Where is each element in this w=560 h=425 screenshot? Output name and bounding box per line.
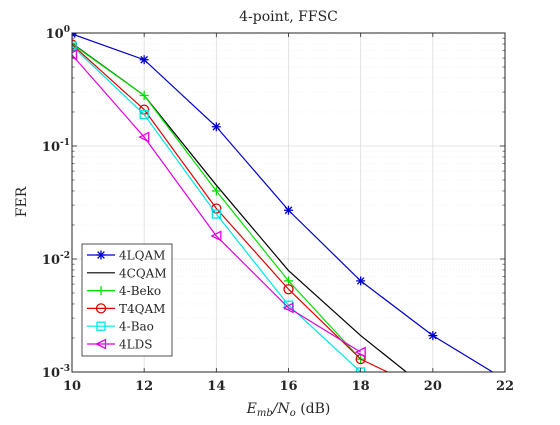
y-tick-label-base: 10 bbox=[42, 366, 60, 381]
legend-item-4CQAM: 4CQAM bbox=[87, 266, 167, 280]
data-point bbox=[284, 276, 293, 286]
legend-item-4LQAM: 4LQAM bbox=[87, 249, 165, 263]
legend-label: 4CQAM bbox=[119, 266, 167, 280]
y-tick-label: 10-2 bbox=[42, 251, 70, 268]
data-point bbox=[283, 284, 294, 295]
x-tick-label: 16 bbox=[279, 379, 297, 394]
legend-label: 4LDS bbox=[119, 338, 152, 352]
series-line bbox=[72, 44, 389, 372]
data-point bbox=[139, 90, 149, 100]
x-axis-label-e: E bbox=[246, 401, 257, 417]
y-tick-label-base: 10 bbox=[46, 27, 64, 42]
x-axis-label: Emb/No (dB) bbox=[246, 401, 331, 419]
data-point bbox=[356, 276, 366, 286]
legend-marker bbox=[95, 338, 107, 350]
x-tick-label: 22 bbox=[496, 379, 514, 394]
y-axis-label: FER bbox=[14, 186, 30, 217]
data-point bbox=[284, 205, 293, 215]
legend: 4LQAM 4CQAM 4-Beko T4QAM 4-Bao 4LDS bbox=[81, 243, 173, 357]
legend-label: 4-Beko bbox=[119, 284, 161, 298]
data-point bbox=[282, 302, 294, 314]
data-point-stroke bbox=[356, 277, 365, 285]
legend-marker bbox=[96, 321, 106, 331]
data-point bbox=[72, 39, 77, 49]
legend-label: 4LQAM bbox=[119, 249, 165, 263]
data-point-stroke bbox=[72, 33, 76, 38]
data-point bbox=[428, 331, 438, 341]
legend-marker bbox=[96, 286, 106, 296]
x-tick-label: 14 bbox=[207, 379, 225, 394]
y-tick-label-base: 10 bbox=[42, 140, 60, 155]
legend-marker bbox=[96, 250, 106, 260]
legend-box bbox=[81, 243, 173, 357]
data-point bbox=[138, 131, 150, 143]
data-point-stroke bbox=[140, 55, 149, 64]
data-point bbox=[211, 209, 221, 219]
x-tick-label: 20 bbox=[424, 379, 442, 394]
y-tick-label: 10-1 bbox=[42, 138, 70, 155]
data-point bbox=[72, 41, 77, 51]
x-tick-label: 18 bbox=[352, 379, 370, 394]
data-point bbox=[211, 186, 221, 196]
data-point bbox=[210, 230, 222, 242]
x-axis-label-unit: (dB) bbox=[296, 401, 331, 417]
y-tick-label: 100 bbox=[46, 25, 70, 42]
data-point bbox=[139, 109, 149, 120]
legend-item-4-Beko: 4-Beko bbox=[87, 284, 161, 298]
y-tick-label-exponent: 0 bbox=[64, 25, 70, 35]
y-tick-label-exponent: -3 bbox=[60, 364, 70, 374]
chart-title: 4-point, FFSC bbox=[239, 9, 338, 25]
series-layer bbox=[72, 33, 494, 372]
legend-marker-stroke bbox=[97, 251, 105, 259]
legend-entries: 4LQAM 4CQAM 4-Beko T4QAM 4-Bao 4LDS bbox=[87, 249, 167, 352]
data-point bbox=[72, 33, 77, 39]
data-point-stroke bbox=[212, 122, 221, 131]
data-point-stroke bbox=[284, 206, 293, 215]
data-point bbox=[139, 55, 149, 65]
x-axis-label-mb: mb bbox=[257, 408, 273, 419]
legend-label: 4-Bao bbox=[119, 320, 154, 334]
data-point-stroke bbox=[428, 331, 437, 340]
y-tick-label-exponent: -1 bbox=[60, 138, 70, 148]
y-tick-label-base: 10 bbox=[42, 253, 60, 268]
legend-label: T4QAM bbox=[119, 302, 165, 316]
series-4-Beko bbox=[72, 39, 366, 364]
legend-item-4LDS: 4LDS bbox=[87, 338, 152, 352]
legend-marker bbox=[95, 303, 107, 314]
x-axis-label-n: /N bbox=[271, 401, 291, 417]
x-axis-label-o: o bbox=[290, 408, 296, 419]
legend-item-4-Bao: 4-Bao bbox=[87, 320, 154, 334]
series-4LDS bbox=[72, 49, 366, 358]
data-point bbox=[72, 49, 78, 61]
data-point bbox=[354, 346, 366, 358]
y-tick-label: 10-3 bbox=[42, 364, 70, 381]
x-tick-label: 10 bbox=[63, 379, 81, 394]
series-line bbox=[72, 45, 362, 372]
data-point bbox=[211, 122, 221, 132]
y-tick-label-exponent: -2 bbox=[60, 251, 70, 261]
series-line bbox=[72, 54, 361, 353]
x-tick-label: 12 bbox=[135, 379, 153, 394]
legend-item-T4QAM: T4QAM bbox=[87, 302, 165, 316]
series-4LQAM bbox=[72, 33, 494, 372]
